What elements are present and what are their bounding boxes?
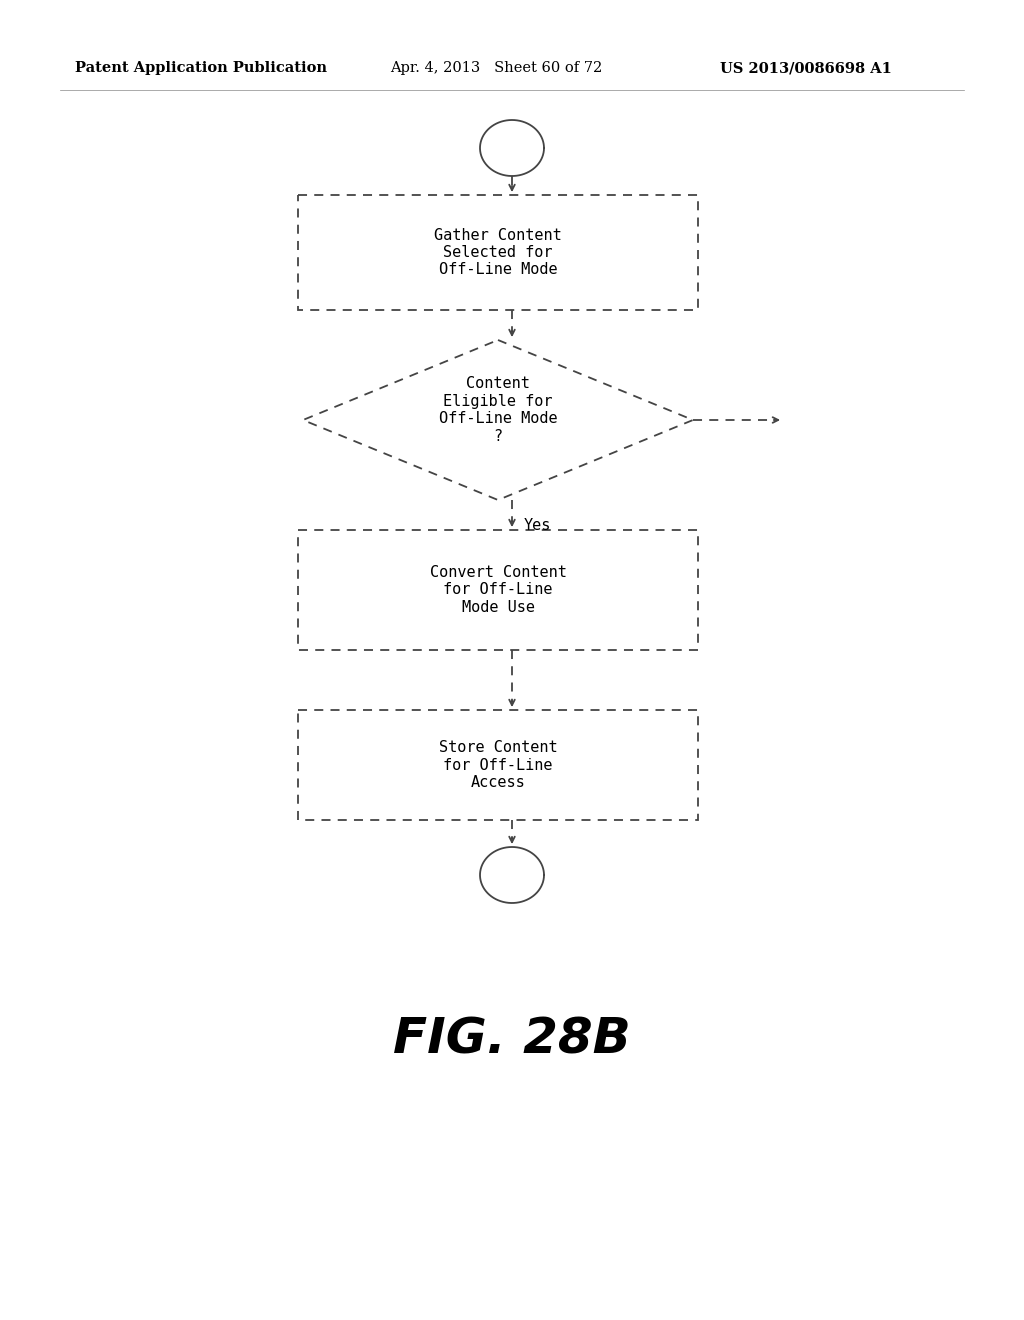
Text: Convert Content
for Off-Line
Mode Use: Convert Content for Off-Line Mode Use	[429, 565, 566, 615]
Text: Store Content
for Off-Line
Access: Store Content for Off-Line Access	[438, 741, 557, 789]
Text: Gather Content
Selected for
Off-Line Mode: Gather Content Selected for Off-Line Mod…	[434, 227, 562, 277]
Text: Yes: Yes	[524, 517, 551, 532]
Text: US 2013/0086698 A1: US 2013/0086698 A1	[720, 61, 892, 75]
Bar	[298, 195, 698, 310]
Text: Content
Eligible for
Off-Line Mode
?: Content Eligible for Off-Line Mode ?	[438, 376, 557, 444]
Text: Patent Application Publication: Patent Application Publication	[75, 61, 327, 75]
Text: FIG. 28B: FIG. 28B	[393, 1016, 631, 1064]
Bar	[298, 531, 698, 649]
Text: Apr. 4, 2013   Sheet 60 of 72: Apr. 4, 2013 Sheet 60 of 72	[390, 61, 602, 75]
Bar	[298, 710, 698, 820]
